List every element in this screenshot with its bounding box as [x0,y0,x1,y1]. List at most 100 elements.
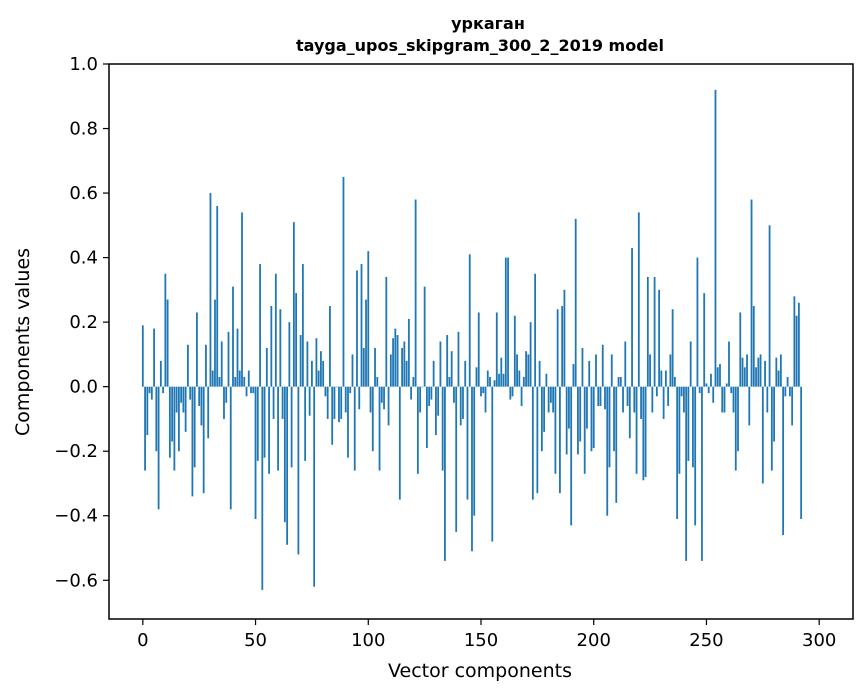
bar-6 [155,386,158,452]
bar-28 [205,344,207,387]
bar-62 [281,386,284,419]
bar-27 [202,386,205,494]
bar-73 [306,341,309,387]
bar-246 [696,257,699,387]
bar-136 [448,376,451,387]
y-axis-ticks: −0.6 −0.4 −0.2 0.0 0.2 0.4 0.6 0.8 1.0 [54,54,109,591]
bar-256 [719,364,721,387]
bar-203 [599,386,602,407]
bar-249 [703,293,706,387]
bar-177 [540,386,543,452]
bar-285 [784,386,787,397]
bar-261 [730,386,733,394]
bar-36 [223,386,225,419]
x-tick-label: 100 [351,630,385,651]
bar-252 [710,373,712,387]
bar-112 [394,328,397,387]
bar-63 [283,386,286,523]
bar-80 [322,360,325,387]
bar-290 [795,315,798,387]
bar-230 [660,370,663,387]
bar-187 [563,289,566,387]
bar-110 [389,354,392,387]
bar-221 [640,386,642,419]
bar-180 [547,386,550,413]
bar-11 [166,299,169,387]
bar-149 [477,312,480,387]
bar-43 [238,370,241,387]
y-tick-label: −0.6 [54,570,98,591]
bar-142 [462,386,464,419]
bar-137 [450,351,453,387]
bar-100 [367,251,370,387]
bar-10 [164,273,167,387]
bar-150 [480,386,482,397]
bar-50 [254,386,257,519]
bar-247 [698,386,701,394]
bar-194 [579,386,582,442]
bar-75 [311,360,313,387]
bar-281 [775,357,778,387]
bar-74 [308,386,311,416]
bar-196 [583,386,586,474]
bar-96 [358,386,361,410]
bar-24 [196,312,198,387]
bar-90 [344,386,347,413]
bar-214 [624,341,627,387]
bar-265 [739,312,742,387]
bar-141 [459,386,462,426]
bar-134 [444,386,446,561]
bar-178 [543,386,546,432]
bar-135 [446,335,449,387]
x-tick-label: 300 [802,630,836,651]
bar-163 [509,386,512,400]
bar-208 [610,354,613,387]
bar-98 [362,347,365,387]
bar-23 [193,386,196,468]
bar-173 [531,386,534,500]
bar-154 [489,376,491,387]
bar-0 [141,325,144,387]
bar-183 [554,386,557,474]
bar-186 [561,306,564,387]
y-tick-label: 0.4 [69,248,98,269]
bar-114 [398,386,401,500]
bar-51 [256,386,259,461]
bar-284 [782,386,785,536]
bar-174 [534,273,537,387]
bar-72 [304,386,307,461]
bar-148 [475,367,478,387]
bar-236 [673,376,676,387]
bar-291 [797,302,800,387]
bar-260 [728,341,730,387]
bar-167 [518,370,521,387]
bar-157 [495,312,498,387]
bar-248 [701,386,703,561]
bar-34 [218,376,221,387]
bar-105 [378,386,381,471]
bar-49 [252,386,255,394]
bar-242 [687,386,690,461]
bar-234 [669,354,672,387]
bar-253 [712,386,715,403]
bars [141,89,803,590]
bar-216 [628,386,631,439]
bar-245 [694,386,697,526]
plot-frame [108,63,854,620]
bar-153 [486,370,489,387]
bar-30 [209,193,212,387]
bar-222 [642,386,645,481]
y-axis-label: Components values [12,248,34,436]
bar-56 [268,386,270,474]
bar-17 [180,386,183,403]
bar-280 [773,386,775,442]
bar-42 [236,328,239,387]
bar-220 [637,212,640,387]
bar-185 [559,386,561,494]
bar-139 [455,386,458,532]
bar-200 [592,386,595,448]
bar-258 [723,386,726,413]
bar-138 [453,386,455,403]
bar-267 [743,367,746,387]
bar-254 [714,89,717,387]
